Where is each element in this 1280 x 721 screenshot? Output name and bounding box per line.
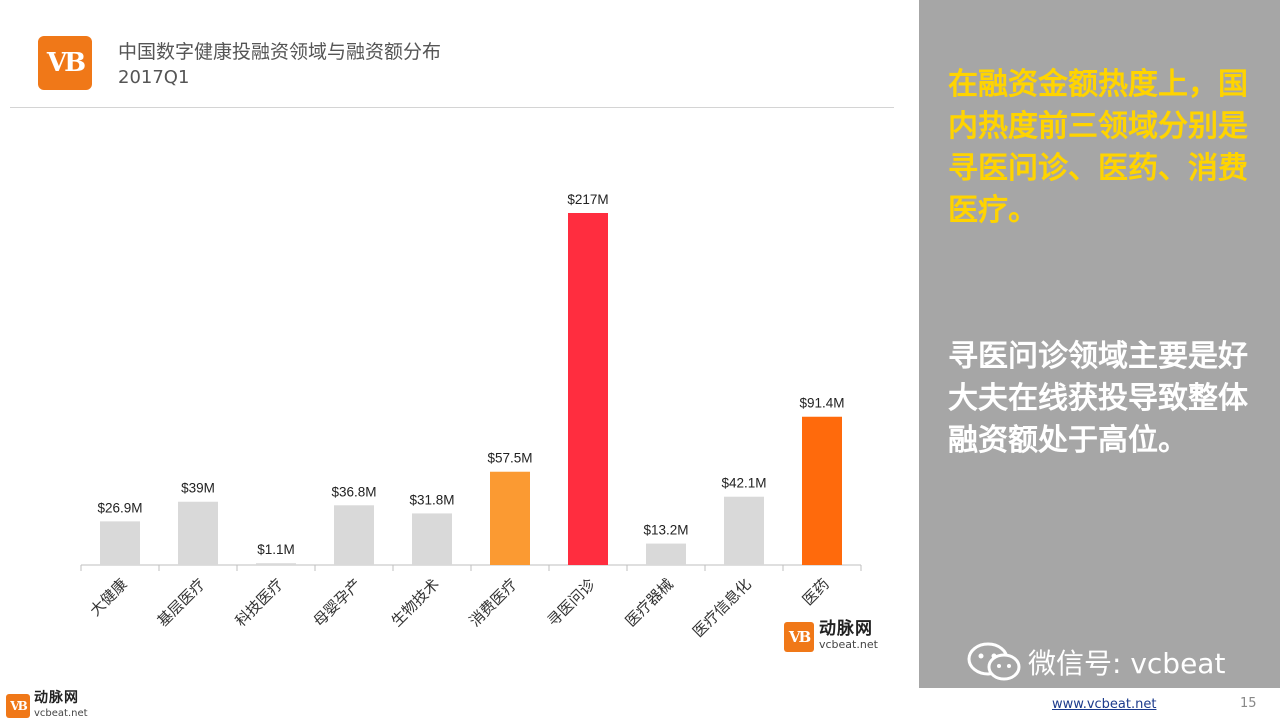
watermark-logo-mark: VB: [784, 622, 814, 652]
bar: [412, 513, 452, 565]
bar: [724, 496, 764, 565]
bar: [178, 501, 218, 565]
footer-logo: VB 动脉网 vcbeat.net: [6, 691, 88, 721]
side-highlight-text: 在融资金额热度上，国内热度前三领域分别是寻医问诊、医药、消费医疗。: [948, 67, 1248, 228]
vcbeat-logo: VB: [38, 36, 92, 90]
bar: [646, 543, 686, 565]
category-label: 科技医疗: [232, 575, 287, 630]
bar-value-label: $1.1M: [257, 542, 295, 557]
bar-value-label: $36.8M: [331, 484, 376, 499]
category-label: 母婴孕产: [310, 575, 365, 630]
website-link[interactable]: www.vcbeat.net: [1052, 697, 1157, 712]
bar: [334, 505, 374, 565]
category-label: 生物技术: [388, 575, 443, 630]
category-label: 医疗信息化: [689, 575, 755, 641]
wechat-id: 微信号: vcbeat: [966, 642, 1225, 682]
watermark-name-cn: 动脉网: [819, 619, 873, 639]
bar-value-label: $31.8M: [409, 492, 454, 507]
bar: [802, 416, 842, 565]
category-label: 医疗器械: [622, 575, 677, 630]
bar-value-label: $91.4M: [799, 396, 844, 411]
watermark-name-en: vcbeat.net: [819, 638, 878, 651]
category-label: 消费医疗: [466, 575, 521, 630]
side-body-text: 寻医问诊领域主要是好大夫在线获投导致整体融资额处于高位。: [948, 339, 1248, 458]
footer-logo-mark: VB: [6, 694, 30, 718]
bar-value-label: $26.9M: [97, 500, 142, 515]
bar-value-label: $13.2M: [643, 523, 688, 538]
category-label: 基层医疗: [154, 575, 209, 630]
wechat-icon: [967, 642, 1021, 681]
bar-chart: $26.9M 大健康 $39M 基层医疗 $1.1M 科技医疗 $36.8M 母婴孕产 $31.…: [80, 192, 862, 641]
bar: [490, 471, 530, 565]
footer-name-en: vcbeat.net: [34, 708, 88, 719]
wechat-text: 微信号: vcbeat: [1028, 647, 1226, 680]
category-label: 大健康: [86, 575, 131, 620]
page-subtitle: 2017Q1: [118, 67, 190, 88]
category-label: 寻医问诊: [544, 575, 599, 630]
page-title: 中国数字健康投融资领域与融资额分布: [118, 41, 442, 63]
page-title-block: 中国数字健康投融资领域与融资额分布 2017Q1: [118, 40, 441, 90]
bar: [256, 563, 296, 565]
bar-value-label: $217M: [567, 192, 608, 207]
bar-value-label: $42.1M: [721, 476, 766, 491]
logo-text: VB: [46, 48, 86, 78]
bar: [100, 521, 140, 565]
bar-value-label: $57.5M: [487, 451, 532, 466]
footer-name-cn: 动脉网: [34, 690, 79, 706]
bar-value-label: $39M: [181, 481, 215, 496]
side-panel: [919, 0, 1280, 688]
category-label: 医药: [799, 575, 833, 609]
chart-watermark-logo: VB 动脉网 vcbeat.net: [784, 620, 894, 654]
title-divider: [10, 107, 894, 108]
page-number: 15: [1240, 696, 1257, 711]
bar: [568, 213, 608, 565]
